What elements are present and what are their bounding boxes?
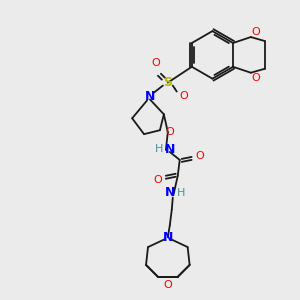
Text: N: N [145, 90, 155, 103]
Text: O: O [179, 91, 188, 100]
Text: O: O [154, 175, 162, 185]
Text: S: S [163, 76, 172, 89]
Text: N: N [165, 142, 175, 155]
Text: N: N [165, 186, 175, 199]
Text: H: H [176, 188, 185, 198]
Text: N: N [163, 231, 173, 244]
Text: O: O [251, 27, 260, 37]
Text: O: O [165, 127, 174, 137]
Text: O: O [164, 280, 172, 290]
Text: H: H [155, 144, 163, 154]
Text: O: O [152, 58, 160, 68]
Text: O: O [195, 151, 204, 161]
Text: O: O [251, 73, 260, 83]
